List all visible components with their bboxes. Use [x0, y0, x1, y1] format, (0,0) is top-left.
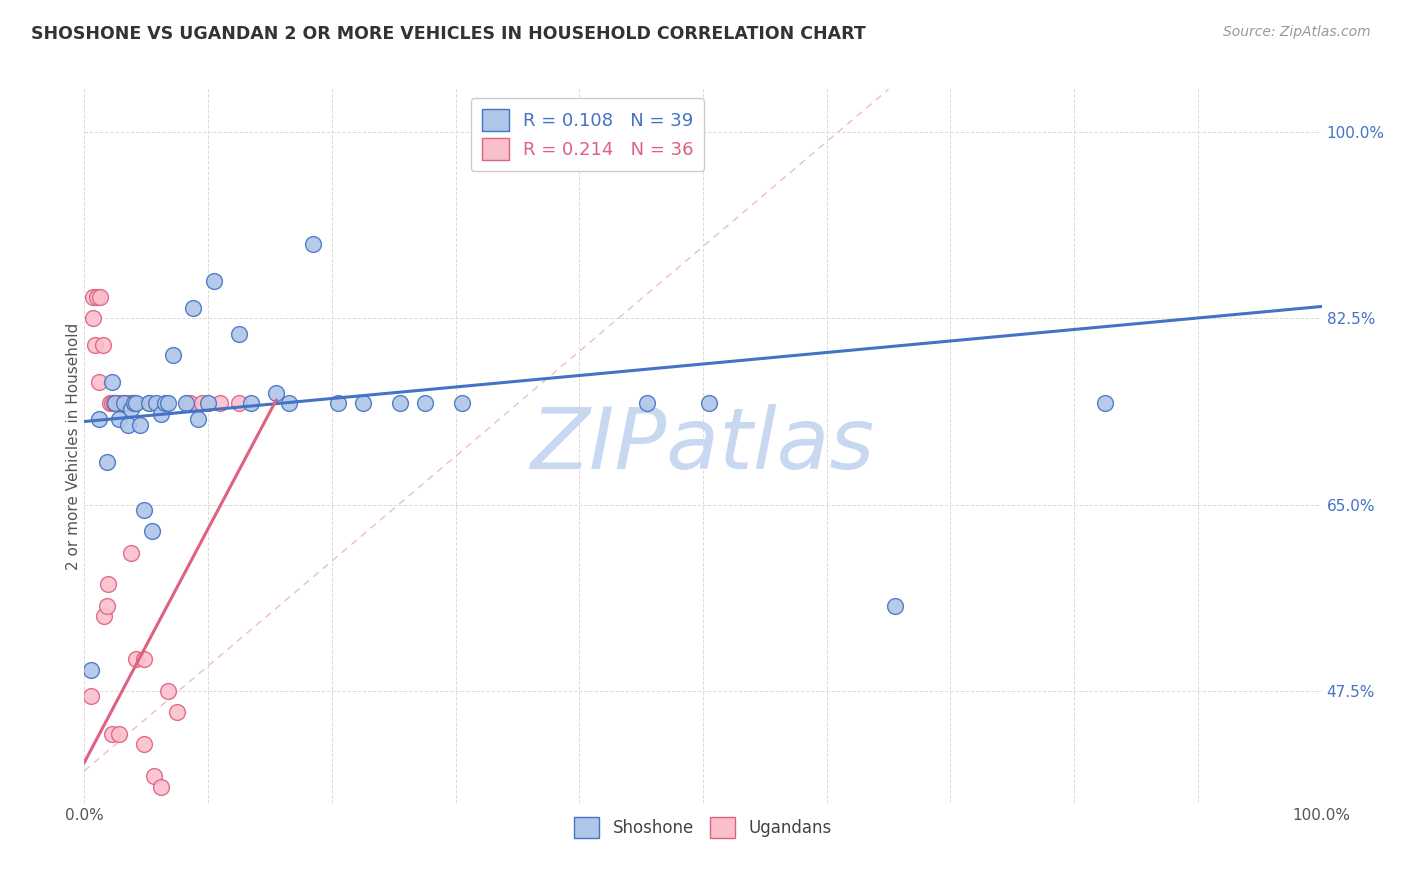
Point	[129, 417, 152, 432]
Point	[117, 396, 139, 410]
Point	[100, 375, 122, 389]
Point	[145, 396, 167, 410]
Point	[108, 396, 131, 410]
Point	[277, 396, 299, 410]
Y-axis label: 2 or more Vehicles in Household: 2 or more Vehicles in Household	[66, 322, 80, 570]
Point	[191, 396, 214, 410]
Point	[96, 599, 118, 613]
Point	[179, 396, 201, 410]
Point	[157, 684, 180, 698]
Point	[228, 396, 250, 410]
Point	[413, 396, 436, 410]
Point	[112, 396, 135, 410]
Point	[108, 726, 131, 740]
Point	[79, 690, 101, 704]
Point	[89, 412, 111, 426]
Point	[209, 396, 232, 410]
Point	[96, 455, 118, 469]
Point	[98, 396, 121, 410]
Point	[162, 349, 184, 363]
Point	[240, 396, 263, 410]
Point	[112, 396, 135, 410]
Point	[388, 396, 411, 410]
Point	[120, 545, 142, 559]
Point	[120, 396, 142, 410]
Point	[89, 375, 111, 389]
Point	[157, 396, 180, 410]
Point	[181, 301, 204, 315]
Point	[104, 396, 127, 410]
Point	[142, 769, 165, 783]
Point	[110, 396, 132, 410]
Point	[108, 412, 131, 426]
Point	[450, 396, 472, 410]
Point	[82, 290, 104, 304]
Point	[97, 577, 120, 591]
Point	[697, 396, 720, 410]
Point	[174, 396, 197, 410]
Point	[120, 401, 142, 416]
Point	[326, 396, 349, 410]
Point	[228, 327, 250, 342]
Point	[132, 503, 155, 517]
Point	[138, 396, 160, 410]
Point	[166, 706, 188, 720]
Point	[302, 236, 325, 251]
Point	[91, 338, 114, 352]
Point	[197, 396, 219, 410]
Text: SHOSHONE VS UGANDAN 2 OR MORE VEHICLES IN HOUSEHOLD CORRELATION CHART: SHOSHONE VS UGANDAN 2 OR MORE VEHICLES I…	[31, 25, 866, 43]
Point	[82, 311, 104, 326]
Point	[86, 290, 108, 304]
Text: Source: ZipAtlas.com: Source: ZipAtlas.com	[1223, 25, 1371, 39]
Point	[153, 396, 176, 410]
Point	[138, 396, 160, 410]
Point	[202, 274, 225, 288]
Point	[89, 290, 111, 304]
Point	[141, 524, 163, 539]
Point	[103, 396, 125, 410]
Text: ZIPatlas: ZIPatlas	[531, 404, 875, 488]
Point	[122, 396, 145, 410]
Point	[132, 737, 155, 751]
Point	[104, 396, 127, 410]
Point	[132, 652, 155, 666]
Point	[264, 385, 287, 400]
Point	[1094, 396, 1116, 410]
Legend: Shoshone, Ugandans: Shoshone, Ugandans	[568, 811, 838, 845]
Point	[125, 652, 148, 666]
Point	[117, 417, 139, 432]
Point	[636, 396, 658, 410]
Point	[100, 726, 122, 740]
Point	[84, 338, 107, 352]
Point	[150, 407, 173, 421]
Point	[883, 599, 905, 613]
Point	[352, 396, 374, 410]
Point	[122, 396, 145, 410]
Point	[93, 609, 115, 624]
Point	[79, 663, 101, 677]
Point	[100, 396, 122, 410]
Point	[150, 780, 173, 794]
Point	[187, 412, 209, 426]
Point	[125, 396, 148, 410]
